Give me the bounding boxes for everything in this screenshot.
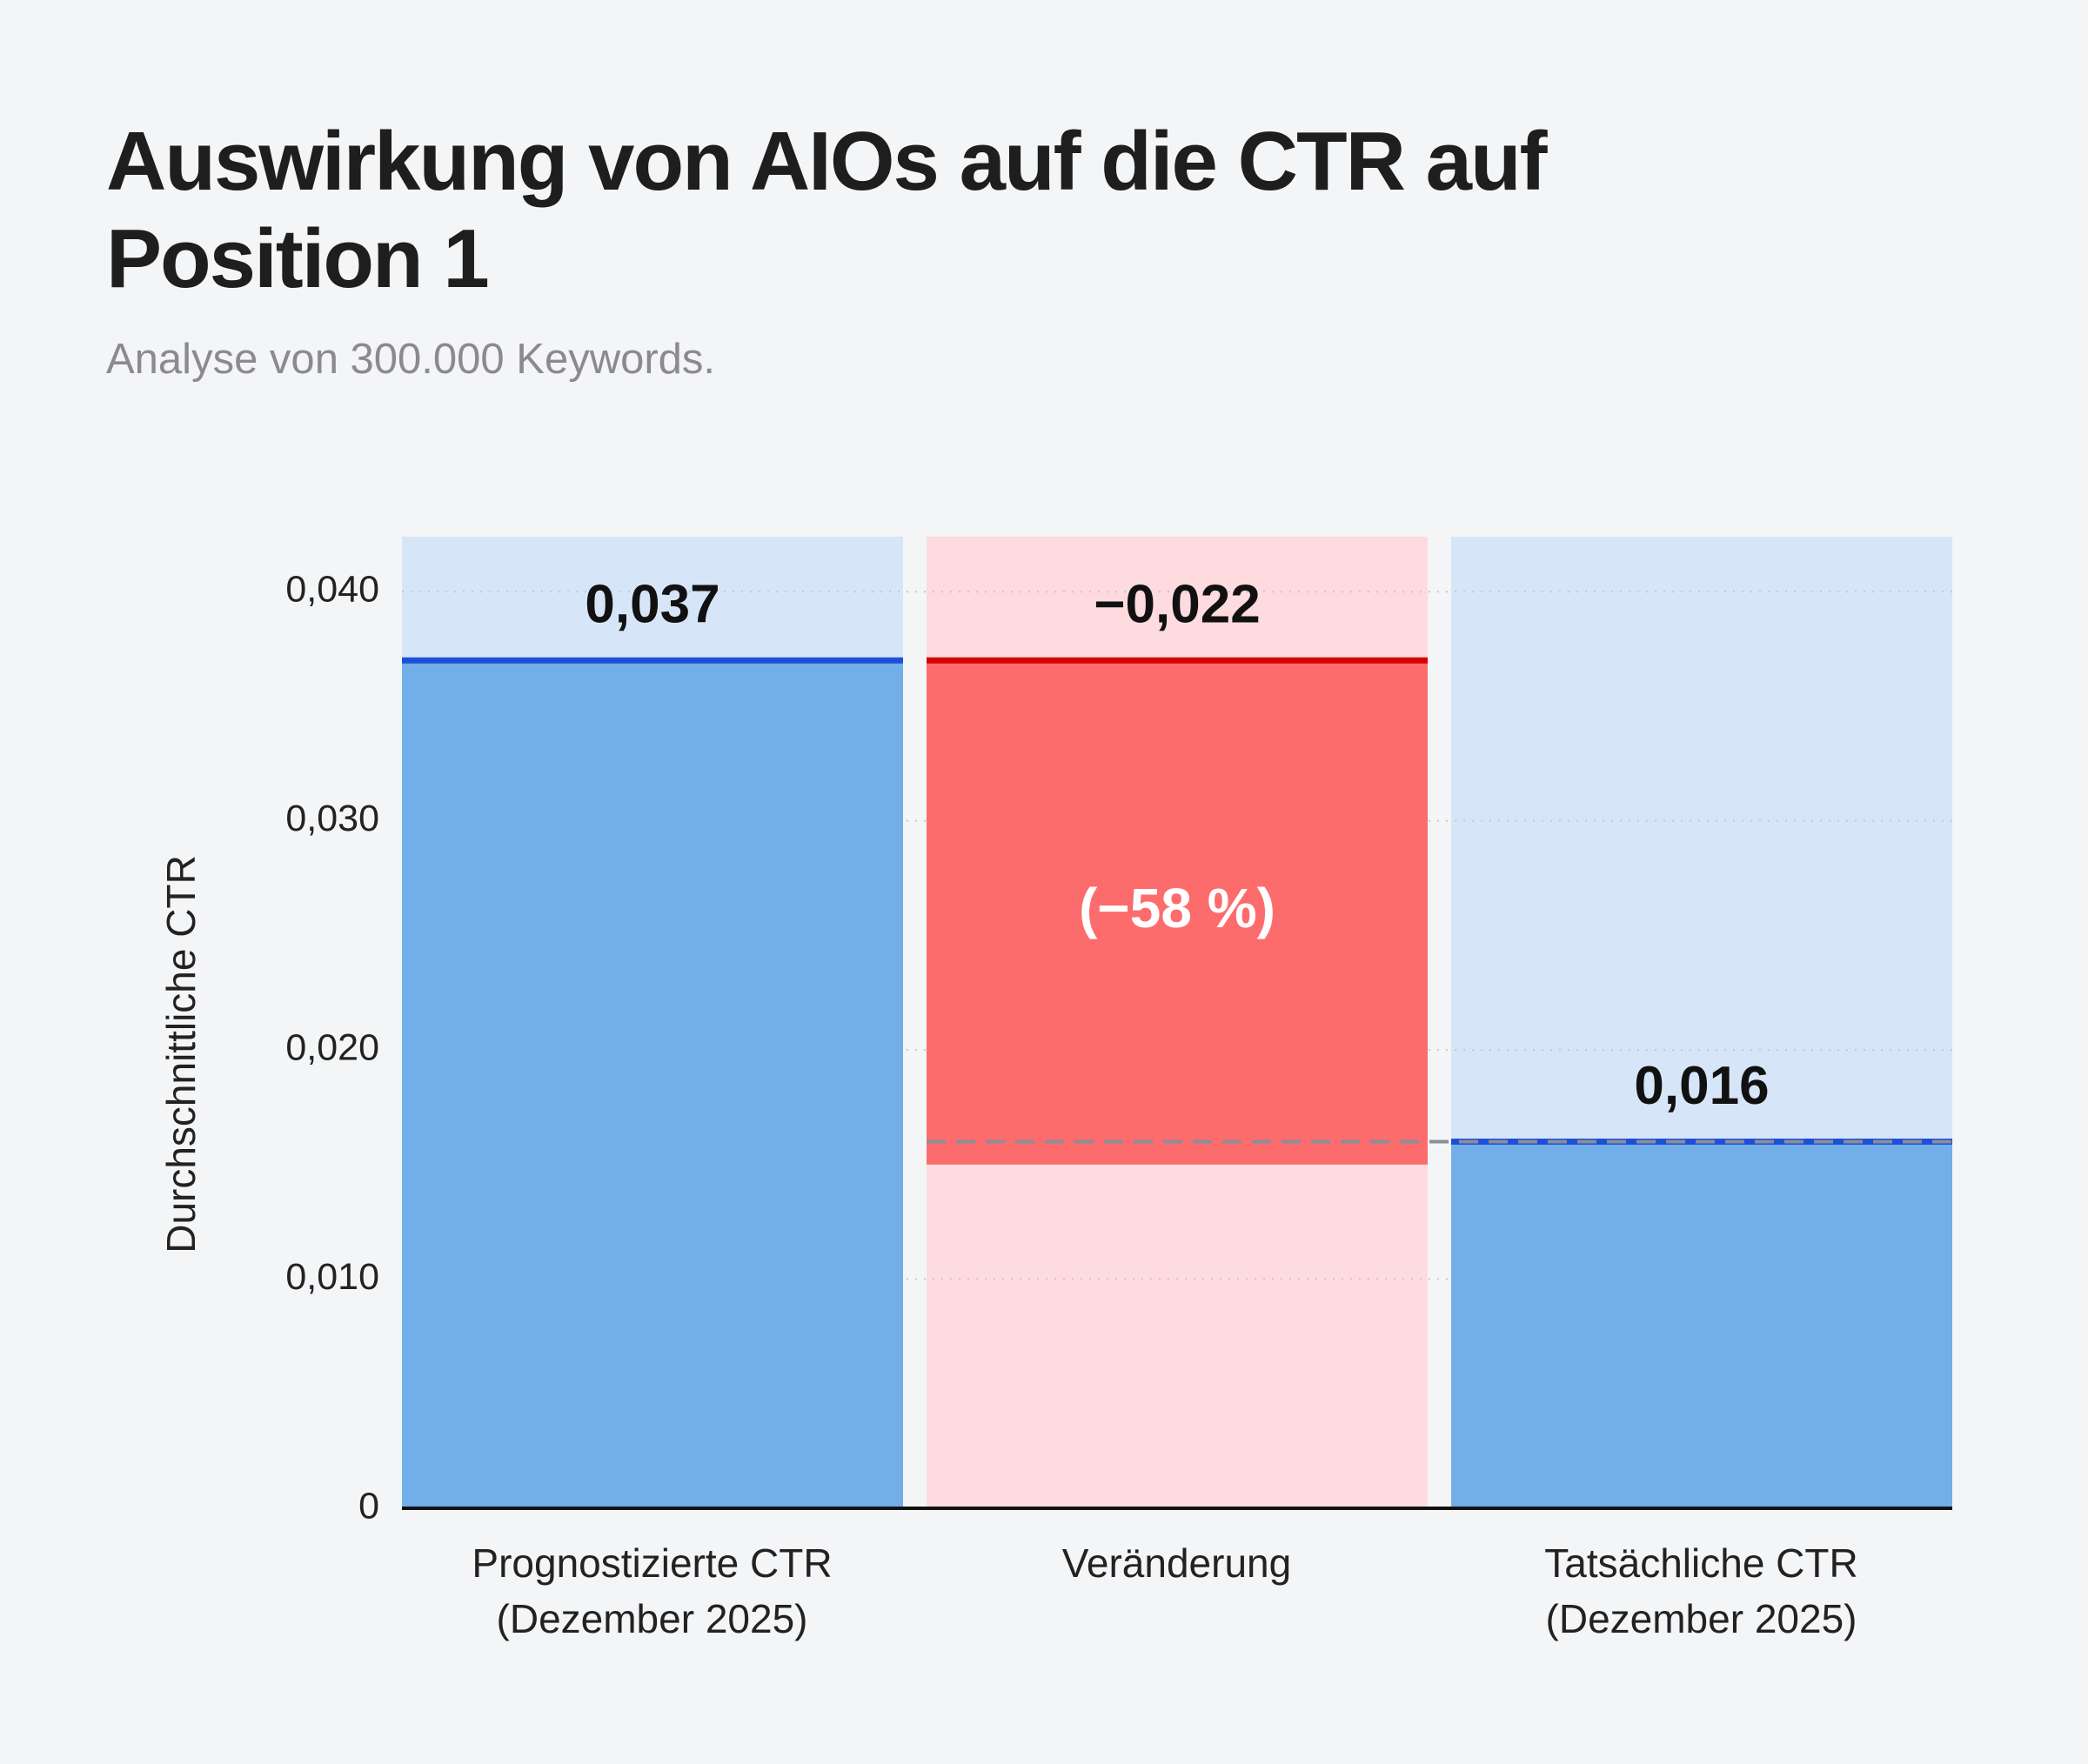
bar — [402, 660, 903, 1508]
y-tick-label: 0,030 — [285, 798, 379, 839]
y-axis-label: Durchschnittliche CTR — [158, 855, 204, 1253]
value-label: −0,022 — [1094, 575, 1260, 635]
y-tick-label: 0,010 — [285, 1256, 379, 1298]
x-tick-label: Tatsächliche CTR (Dezember 2025) — [1544, 1540, 1858, 1641]
x-tick-label: Prognostizierte CTR (Dezember 2025) — [472, 1540, 833, 1641]
value-label: 0,016 — [1634, 1056, 1769, 1116]
x-tick-label: Veränderung — [1061, 1540, 1292, 1586]
y-tick-label: 0,040 — [285, 569, 379, 611]
value-label: 0,037 — [585, 575, 719, 635]
chart-title: Auswirkung von AIOs auf die CTR auf Posi… — [106, 115, 1548, 305]
y-tick-label: 0,020 — [285, 1026, 379, 1068]
annotation: (−58 %) — [1079, 877, 1275, 939]
bar — [927, 660, 1428, 1165]
y-tick-label: 0 — [358, 1485, 379, 1527]
bar — [1451, 1141, 1952, 1508]
chart-subtitle: Analyse von 300.000 Keywords. — [106, 336, 716, 383]
